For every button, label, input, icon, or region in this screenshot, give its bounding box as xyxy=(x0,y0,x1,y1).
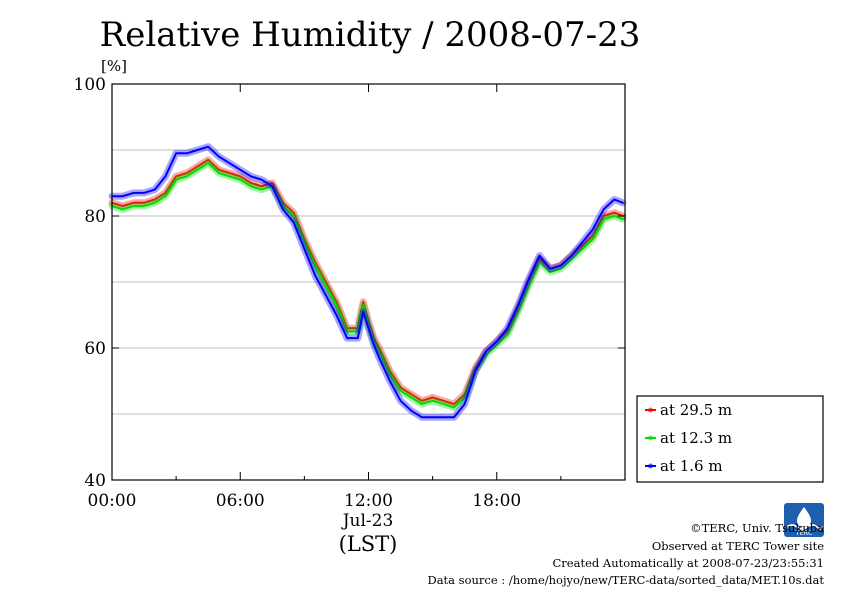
terc-logo: TERC xyxy=(784,503,824,537)
y-tick-label: 60 xyxy=(84,339,106,359)
legend-marker xyxy=(648,435,653,441)
x-tick-label: 18:00 xyxy=(472,491,521,511)
legend-marker xyxy=(648,407,653,413)
y-tick-label: 100 xyxy=(74,75,106,95)
legend-label: at 29.5 m xyxy=(660,401,732,419)
series-halo xyxy=(108,159,627,411)
x-axis: 00:00 06:00 12:00 18:00 xyxy=(88,84,562,511)
legend-label: at 1.6 m xyxy=(660,457,723,475)
series-line xyxy=(111,145,624,419)
series-3 xyxy=(108,143,627,421)
legend-box xyxy=(636,395,824,483)
x-tick-label: 06:00 xyxy=(216,491,265,511)
logo-text: TERC xyxy=(795,529,813,537)
series-layer xyxy=(108,143,627,421)
series-line xyxy=(111,162,624,409)
y-axis-label: [%] xyxy=(101,57,127,75)
credit-source: Data source : /home/hojyo/new/TERC-data/… xyxy=(427,573,824,587)
legend: at 29.5 m at 12.3 m at 1.6 m xyxy=(636,395,824,483)
x-tick-label: 00:00 xyxy=(88,491,137,511)
grid-lines xyxy=(112,149,625,415)
y-tick-label: 40 xyxy=(84,471,106,491)
x-axis-label: (LST) xyxy=(339,532,398,556)
chart-title: Relative Humidity / 2008-07-23 xyxy=(100,15,641,55)
y-axis: 40 60 80 100 xyxy=(74,75,625,491)
credit-copyright: ©TERC, Univ. Tsukuba xyxy=(690,521,824,535)
credit-observed: Observed at TERC Tower site xyxy=(651,539,824,553)
legend-marker xyxy=(648,463,653,469)
y-tick-label: 80 xyxy=(84,207,106,227)
credit-created: Created Automatically at 2008-07-23/23:5… xyxy=(552,556,825,570)
series-2 xyxy=(108,159,627,411)
x-date-label: Jul-23 xyxy=(341,511,394,531)
legend-label: at 12.3 m xyxy=(660,429,732,447)
x-tick-label: 12:00 xyxy=(344,491,393,511)
